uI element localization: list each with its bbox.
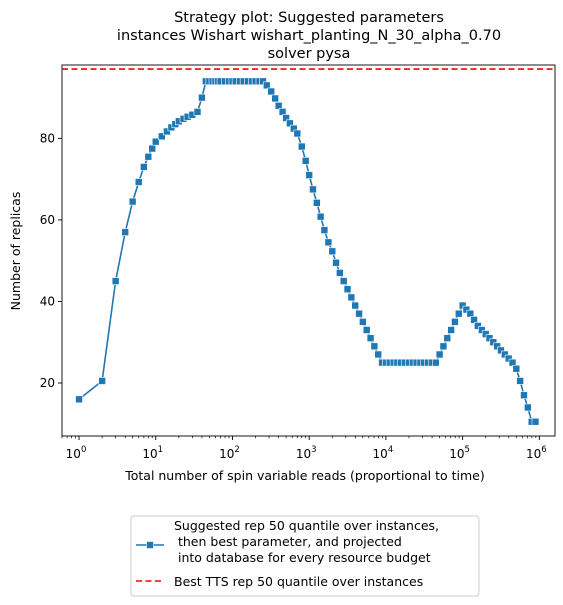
data-point	[158, 132, 166, 141]
data-point	[267, 87, 276, 96]
data-point	[163, 127, 171, 136]
title-line-2: instances Wishart wishart_planting_N_30_…	[117, 28, 501, 44]
data-point	[313, 199, 321, 207]
data-point	[343, 285, 352, 294]
data-point	[336, 269, 344, 277]
data-point	[370, 342, 379, 351]
data-point	[144, 152, 153, 161]
data-point	[151, 137, 160, 146]
suggested-series-line	[78, 80, 536, 423]
title-line-1: Strategy plot: Suggested parameters	[174, 10, 444, 26]
data-point	[374, 350, 383, 359]
data-point	[497, 346, 505, 355]
data-point	[328, 247, 337, 256]
legend-label-best: Best TTS rep 50 quantile over instances	[174, 574, 423, 589]
data-point	[301, 157, 310, 165]
data-point	[447, 326, 455, 334]
data-point	[355, 309, 363, 318]
data-point	[489, 338, 498, 347]
legend-label-suggested-line-3: into database for every resource budget	[174, 550, 431, 565]
data-point	[516, 377, 524, 385]
data-point	[512, 364, 521, 373]
data-point	[293, 129, 302, 138]
x-tick-exponent: 6	[541, 445, 546, 455]
y-tick-label: 20	[40, 376, 55, 390]
data-point	[431, 358, 440, 367]
legend-box	[130, 515, 480, 597]
data-point	[439, 342, 448, 351]
x-tick-exponent: 3	[311, 445, 316, 455]
data-point	[435, 350, 444, 359]
data-point	[504, 354, 513, 363]
x-tick-exponent: 0	[81, 445, 86, 455]
chart-title: Strategy plot: Suggested parameters inst…	[117, 10, 501, 62]
data-point	[305, 171, 313, 179]
data-point	[478, 326, 486, 334]
data-point	[309, 185, 317, 194]
data-point	[351, 301, 360, 310]
data-point	[520, 391, 528, 400]
data-point	[198, 93, 206, 102]
y-axis-ticks: 20 40 60 80	[40, 131, 62, 390]
data-point	[286, 119, 294, 128]
data-point	[462, 305, 471, 314]
data-point	[140, 163, 148, 171]
data-point	[501, 350, 509, 359]
y-axis-label: Number of replicas	[8, 192, 23, 311]
x-tick-label: 101	[142, 445, 163, 461]
legend: Suggested rep 50 quantile over instances…	[130, 515, 480, 597]
x-axis-ticks: 100 101 102 103 104 105 106	[61, 436, 547, 461]
data-point	[111, 277, 120, 285]
x-tick-exponent: 2	[234, 445, 239, 455]
legend-label-suggested: Suggested rep 50 quantile over instances…	[174, 518, 443, 565]
data-point	[362, 326, 371, 334]
data-point	[451, 318, 459, 326]
plot-area	[61, 64, 556, 437]
x-tick-exponent: 1	[158, 445, 163, 455]
legend-marker-suggested	[146, 541, 154, 549]
data-point	[531, 417, 540, 426]
y-tick-label: 80	[40, 131, 55, 145]
data-point	[274, 101, 283, 110]
x-tick-exponent: 5	[465, 445, 470, 455]
data-point	[332, 258, 340, 267]
data-point	[271, 94, 279, 103]
data-point	[443, 334, 452, 342]
data-point	[75, 395, 83, 404]
data-point	[98, 377, 106, 385]
x-tick-label: 100	[66, 445, 87, 461]
x-tick-label: 103	[296, 445, 317, 461]
data-point	[193, 108, 202, 116]
x-tick-label: 102	[219, 445, 240, 461]
data-point	[339, 277, 348, 285]
data-point	[324, 238, 333, 247]
x-tick-exponent: 4	[388, 445, 393, 455]
data-point	[524, 403, 532, 412]
title-line-3: solver pysa	[268, 46, 351, 62]
data-point	[454, 309, 463, 318]
data-point	[366, 334, 375, 342]
suggested-series-markers	[75, 77, 540, 426]
data-point	[474, 322, 482, 330]
data-point	[347, 293, 356, 302]
data-point	[262, 81, 271, 90]
data-point	[359, 318, 367, 326]
data-point	[148, 144, 157, 153]
x-tick-label: 104	[373, 445, 394, 461]
legend-label-suggested-line-1: Suggested rep 50 quantile over instances…	[174, 518, 439, 533]
y-tick-label: 60	[40, 213, 55, 227]
data-point	[316, 212, 325, 221]
legend-label-suggested-line-2: then best parameter, and projected	[174, 534, 402, 549]
data-point	[297, 142, 306, 151]
data-point	[121, 228, 130, 236]
data-point	[128, 197, 137, 206]
data-point	[134, 178, 143, 186]
x-tick-label: 106	[526, 445, 547, 461]
y-tick-label: 40	[40, 294, 55, 308]
data-point	[320, 226, 329, 234]
x-axis-label: Total number of spin variable reads (pro…	[124, 468, 485, 483]
x-tick-label: 105	[449, 445, 470, 461]
